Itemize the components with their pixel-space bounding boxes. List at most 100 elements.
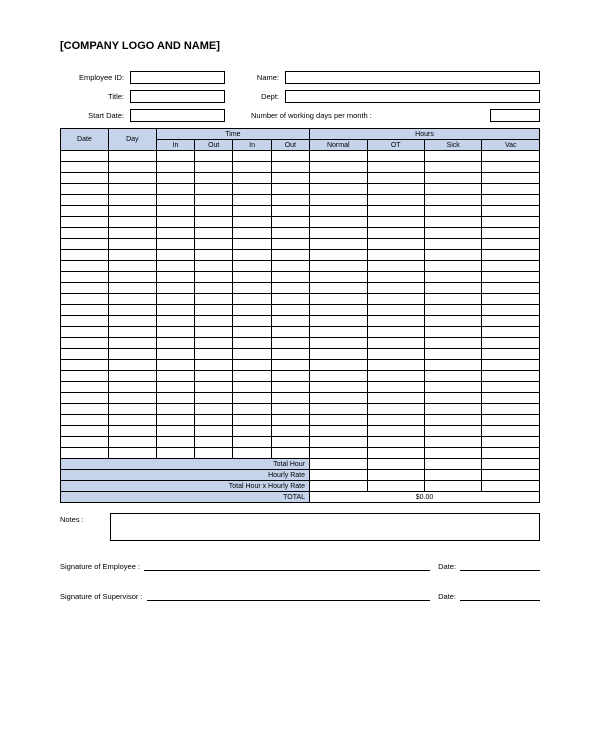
table-cell[interactable] — [271, 448, 309, 459]
notes-input[interactable] — [110, 513, 540, 541]
table-cell[interactable] — [424, 415, 481, 426]
table-cell[interactable] — [195, 382, 233, 393]
table-cell[interactable] — [233, 448, 271, 459]
table-cell[interactable] — [195, 272, 233, 283]
table-cell[interactable] — [424, 294, 481, 305]
table-cell[interactable] — [156, 382, 194, 393]
table-cell[interactable] — [156, 327, 194, 338]
table-cell[interactable] — [271, 305, 309, 316]
table-cell[interactable] — [61, 349, 109, 360]
table-cell[interactable] — [156, 415, 194, 426]
table-cell[interactable] — [61, 228, 109, 239]
table-cell[interactable] — [310, 250, 367, 261]
table-cell[interactable] — [156, 151, 194, 162]
table-cell[interactable] — [310, 349, 367, 360]
table-cell[interactable] — [108, 415, 156, 426]
table-cell[interactable] — [310, 382, 367, 393]
table-cell[interactable] — [233, 338, 271, 349]
title-input[interactable] — [130, 90, 225, 103]
table-cell[interactable] — [424, 162, 481, 173]
table-cell[interactable] — [108, 206, 156, 217]
signature-employee-date-line[interactable] — [460, 561, 540, 571]
table-cell[interactable] — [195, 294, 233, 305]
table-cell[interactable] — [482, 294, 540, 305]
table-cell[interactable] — [271, 393, 309, 404]
table-cell[interactable] — [233, 250, 271, 261]
start-date-input[interactable] — [130, 109, 225, 122]
table-cell[interactable] — [310, 404, 367, 415]
table-cell[interactable] — [424, 173, 481, 184]
table-cell[interactable] — [195, 404, 233, 415]
table-cell[interactable] — [156, 305, 194, 316]
table-cell[interactable] — [367, 151, 424, 162]
table-cell[interactable] — [233, 162, 271, 173]
table-cell[interactable] — [367, 316, 424, 327]
table-cell[interactable] — [367, 239, 424, 250]
table-cell[interactable] — [108, 349, 156, 360]
table-cell[interactable] — [424, 349, 481, 360]
table-cell[interactable] — [195, 162, 233, 173]
table-cell[interactable] — [482, 217, 540, 228]
table-cell[interactable] — [61, 250, 109, 261]
table-cell[interactable] — [310, 327, 367, 338]
table-cell[interactable] — [424, 261, 481, 272]
table-cell[interactable] — [61, 382, 109, 393]
table-cell[interactable] — [195, 437, 233, 448]
table-cell[interactable] — [367, 250, 424, 261]
table-cell[interactable] — [482, 250, 540, 261]
table-cell[interactable] — [310, 448, 367, 459]
table-cell[interactable] — [482, 206, 540, 217]
table-cell[interactable] — [367, 415, 424, 426]
table-cell[interactable] — [156, 283, 194, 294]
table-cell[interactable] — [195, 415, 233, 426]
table-cell[interactable] — [156, 250, 194, 261]
table-cell[interactable] — [233, 151, 271, 162]
table-cell[interactable] — [108, 360, 156, 371]
table-cell[interactable] — [233, 382, 271, 393]
table-cell[interactable] — [310, 206, 367, 217]
table-cell[interactable] — [367, 228, 424, 239]
table-cell[interactable] — [233, 415, 271, 426]
table-cell[interactable] — [108, 195, 156, 206]
table-cell[interactable] — [156, 393, 194, 404]
table-cell[interactable] — [195, 151, 233, 162]
table-cell[interactable] — [482, 151, 540, 162]
table-cell[interactable] — [195, 371, 233, 382]
table-cell[interactable] — [367, 404, 424, 415]
table-cell[interactable] — [233, 173, 271, 184]
table-cell[interactable] — [156, 360, 194, 371]
signature-supervisor-date-line[interactable] — [460, 591, 540, 601]
table-cell[interactable] — [195, 349, 233, 360]
table-cell[interactable] — [195, 316, 233, 327]
table-cell[interactable] — [310, 415, 367, 426]
table-cell[interactable] — [195, 239, 233, 250]
table-cell[interactable] — [156, 173, 194, 184]
table-cell[interactable] — [482, 272, 540, 283]
table-cell[interactable] — [233, 360, 271, 371]
table-cell[interactable] — [233, 294, 271, 305]
table-cell[interactable] — [156, 162, 194, 173]
table-cell[interactable] — [367, 426, 424, 437]
table-cell[interactable] — [233, 217, 271, 228]
table-cell[interactable] — [424, 206, 481, 217]
table-cell[interactable] — [195, 184, 233, 195]
table-cell[interactable] — [482, 283, 540, 294]
table-cell[interactable] — [367, 217, 424, 228]
table-cell[interactable] — [61, 426, 109, 437]
table-cell[interactable] — [108, 316, 156, 327]
table-cell[interactable] — [195, 228, 233, 239]
table-cell[interactable] — [271, 250, 309, 261]
table-cell[interactable] — [61, 294, 109, 305]
table-cell[interactable] — [233, 393, 271, 404]
table-cell[interactable] — [310, 272, 367, 283]
dept-input[interactable] — [285, 90, 540, 103]
table-cell[interactable] — [108, 382, 156, 393]
table-cell[interactable] — [482, 316, 540, 327]
table-cell[interactable] — [310, 360, 367, 371]
table-cell[interactable] — [482, 338, 540, 349]
table-cell[interactable] — [482, 404, 540, 415]
table-cell[interactable] — [424, 184, 481, 195]
table-cell[interactable] — [482, 448, 540, 459]
table-cell[interactable] — [233, 349, 271, 360]
table-cell[interactable] — [108, 272, 156, 283]
